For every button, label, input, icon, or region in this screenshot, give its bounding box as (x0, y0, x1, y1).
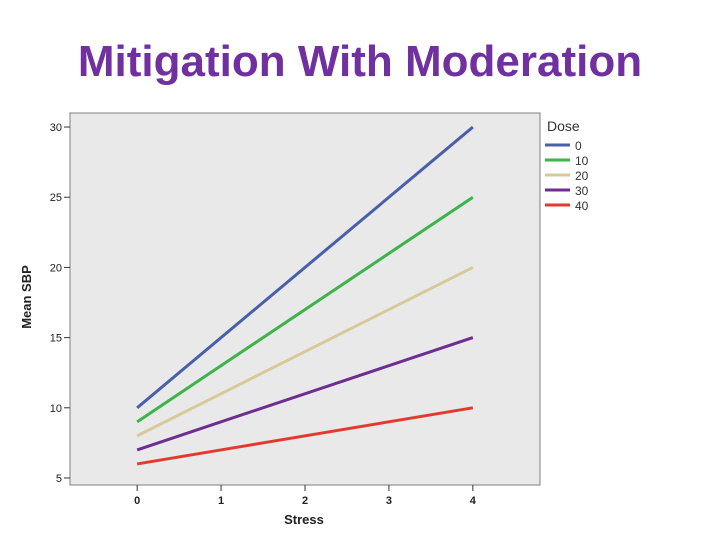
y-tick-label: 15 (50, 333, 62, 345)
series-line-0 (136, 125, 474, 409)
series-line-30 (136, 336, 474, 452)
x-tick-label: 4 (470, 495, 477, 507)
legend-label-40: 40 (575, 199, 589, 213)
series-line-10 (136, 195, 474, 424)
legend-label-30: 30 (575, 184, 589, 198)
y-tick-label: 10 (50, 403, 62, 415)
y-tick-label: 30 (50, 122, 62, 134)
x-axis-label: Stress (284, 512, 324, 527)
x-tick-label: 1 (218, 495, 224, 507)
y-axis-label: Mean SBP (19, 265, 34, 329)
x-tick-label: 2 (302, 495, 308, 507)
y-tick-label: 25 (50, 192, 62, 204)
slide-title: Mitigation With Moderation (77, 37, 643, 86)
series-line-20 (136, 266, 474, 438)
series-line-40 (136, 406, 474, 466)
x-tick-label: 0 (134, 495, 140, 507)
legend-label-20: 20 (575, 169, 589, 183)
legend-title: Dose (547, 118, 580, 134)
y-tick-label: 20 (50, 262, 62, 274)
plot-area (69, 112, 541, 486)
legend-label-0: 0 (575, 139, 582, 153)
y-tick-label: 5 (56, 473, 62, 485)
x-tick-label: 3 (386, 495, 392, 507)
legend-label-10: 10 (575, 154, 589, 168)
